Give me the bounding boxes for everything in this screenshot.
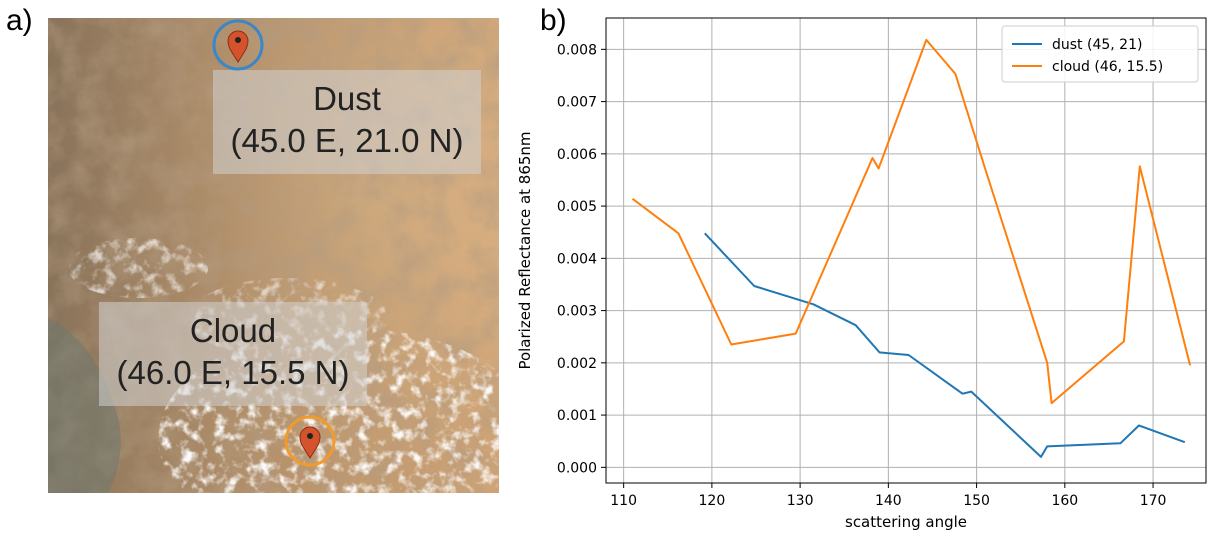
x-tick-label: 160: [1051, 493, 1078, 509]
dust-label-box: Dust (45.0 E, 21.0 N): [213, 70, 481, 174]
satellite-map: Dust (45.0 E, 21.0 N) Cloud (46.0 E, 15.…: [48, 18, 499, 493]
x-tick-label: 110: [610, 493, 637, 509]
cloud-label-title: Cloud: [189, 312, 277, 349]
series-line-dust: [704, 232, 1186, 458]
chart-grid: [606, 18, 1206, 483]
series-line-cloud: [631, 38, 1192, 405]
x-tick-label: 130: [787, 493, 814, 509]
legend-label: cloud (46, 15.5): [1052, 59, 1163, 75]
y-tick-label: 0.005: [557, 199, 597, 215]
legend-box: [1001, 25, 1199, 83]
cloud-label-box: Cloud (46.0 E, 15.5 N): [99, 302, 367, 406]
panel-a-label: a): [6, 4, 33, 37]
panel-b-label: b): [540, 4, 567, 37]
chart-series: [631, 38, 1192, 458]
dust-label-title: Dust: [313, 80, 381, 117]
cloud-marker-ring: [284, 415, 336, 467]
chart-legend: dust (45, 21) cloud (46, 15.5): [1001, 25, 1199, 83]
plot-frame: [605, 17, 1207, 484]
y-tick-label: 0.008: [557, 42, 597, 58]
y-axis-label: Polarized Reflectance at 865nm: [516, 131, 534, 369]
y-tick-label: 0.000: [557, 460, 597, 476]
y-tick-label: 0.004: [557, 251, 597, 267]
cloud-marker: [284, 415, 336, 467]
x-tick-label: 140: [875, 493, 902, 509]
dust-pin-icon: [227, 30, 249, 63]
x-tick-label: 150: [963, 493, 990, 509]
x-axis-label: scattering angle: [845, 513, 967, 531]
reflectance-chart: 110 120 130 140 150 160 170 0.000 0.001 0.002 0.00…: [516, 17, 1207, 531]
x-tick-label: 120: [699, 493, 726, 509]
y-tick-label: 0.003: [557, 304, 597, 320]
map-markers: [212, 19, 336, 467]
y-tick-label: 0.002: [557, 356, 597, 372]
y-tick-label: 0.007: [557, 95, 597, 111]
y-tick-label: 0.006: [557, 147, 597, 163]
cloud-label-coords: (46.0 E, 15.5 N): [116, 354, 350, 391]
dust-label-coords: (45.0 E, 21.0 N): [230, 122, 464, 159]
dust-marker: [212, 19, 264, 71]
cloud-pin-icon: [299, 426, 321, 459]
chart-ticks: 110 120 130 140 150 160 170 0.000 0.001 0.002 0.00…: [557, 42, 1167, 509]
x-tick-label: 170: [1140, 493, 1167, 509]
dust-marker-ring: [212, 19, 264, 71]
legend-label: dust (45, 21): [1052, 37, 1142, 53]
y-tick-label: 0.001: [557, 408, 597, 424]
